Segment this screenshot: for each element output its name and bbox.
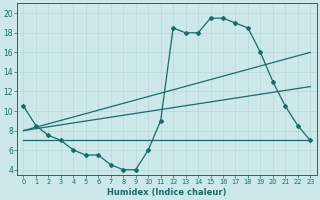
X-axis label: Humidex (Indice chaleur): Humidex (Indice chaleur) xyxy=(107,188,227,197)
